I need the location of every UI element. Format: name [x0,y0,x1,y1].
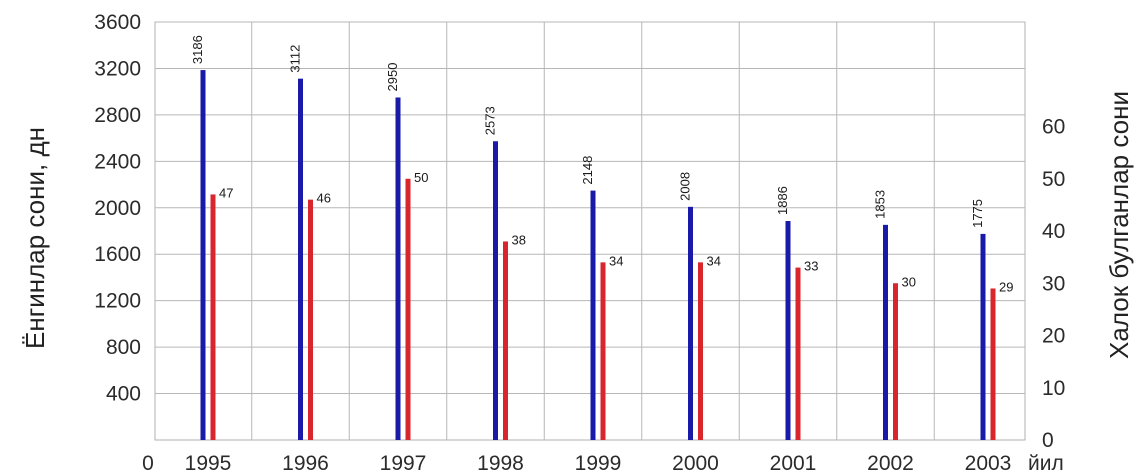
right-tick-label: 50 [1042,168,1065,191]
bar-fires [395,97,401,440]
x-tick-label: 1995 [185,452,232,475]
left-tick-label: 3600 [94,11,141,34]
right-tick-label: 60 [1042,116,1065,139]
bar-deaths [308,199,313,440]
bar-fires [493,141,498,441]
right-axis-title: Халок булганлар сони [1104,91,1134,359]
bar-fires [980,233,986,440]
data-label-fires: 2573 [483,106,498,135]
bar-deaths [600,262,606,440]
right-axis-ticks: 0 10 20 30 40 50 60 [1042,116,1065,453]
x-tick-label: 1996 [282,452,329,475]
data-label-fires: 2950 [385,63,400,92]
data-label-deaths: 30 [902,274,916,289]
data-label-fires: 1853 [873,190,888,219]
right-tick-label: 10 [1042,377,1065,400]
bar-fires [688,206,693,440]
bar-fires [590,190,596,440]
data-label-fires: 3112 [288,45,303,73]
data-label-deaths: 46 [317,191,331,206]
left-axis-ticks: 400 800 1200 1600 2000 2400 2800 3200 3600 [94,11,141,406]
left-tick-label: 2000 [94,197,141,220]
data-label-deaths: 47 [219,185,233,200]
vertical-gridlines [251,22,935,440]
x-tick-label: 2002 [867,452,914,475]
bars [200,70,996,441]
x-tick-label: 1997 [380,452,427,475]
right-tick-label: 20 [1042,325,1065,348]
right-tick-label: 0 [1042,429,1054,452]
bar-deaths [503,241,508,440]
x-tick-label: 1998 [477,452,524,475]
left-tick-label: 2800 [94,104,141,127]
right-tick-label: 40 [1042,220,1065,243]
bar-deaths [405,178,411,440]
bar-fires [883,224,888,440]
bar-fires [785,221,791,440]
data-label-fires: 2148 [580,156,595,185]
x-tick-label: 2001 [770,452,817,475]
data-labels: 3186 47 3112 46 2950 50 2573 38 2148 34 2008 34 1886… [190,35,1013,294]
left-tick-label: 1200 [94,290,141,313]
x-unit-suffix: йил [1028,452,1064,475]
data-label-fires: 1886 [775,186,790,215]
bar-deaths [990,288,996,440]
left-tick-label: 800 [106,336,141,359]
data-label-deaths: 34 [707,253,721,268]
left-tick-label: 400 [106,383,141,406]
left-tick-label: 3200 [94,57,141,80]
bar-deaths [795,267,801,440]
bar-fires [200,70,206,440]
data-label-fires: 2008 [678,172,693,201]
bar-deaths [210,194,216,440]
data-label-deaths: 34 [609,253,623,268]
left-tick-label: 1600 [94,243,141,266]
data-label-deaths: 29 [999,279,1013,294]
bar-deaths [893,283,898,440]
data-label-deaths: 50 [414,170,428,185]
right-tick-label: 30 [1042,272,1065,295]
data-label-fires: 3186 [190,35,205,64]
left-axis-title: Ёнгинлар сони, дн [20,127,50,349]
x-tick-label: 1999 [575,452,622,475]
bar-fires [298,78,303,440]
bar-deaths [698,262,703,440]
x-tick-label: 2003 [965,452,1012,475]
data-label-deaths: 38 [512,232,526,247]
left-tick-label: 2400 [94,150,141,173]
x-origin-label: 0 [142,452,154,475]
x-axis-ticks: 1995 1996 1997 1998 1999 2000 2001 2002 2003 [185,452,1012,475]
data-label-fires: 1775 [970,199,985,228]
x-tick-label: 2000 [672,452,719,475]
data-label-deaths: 33 [804,259,818,274]
